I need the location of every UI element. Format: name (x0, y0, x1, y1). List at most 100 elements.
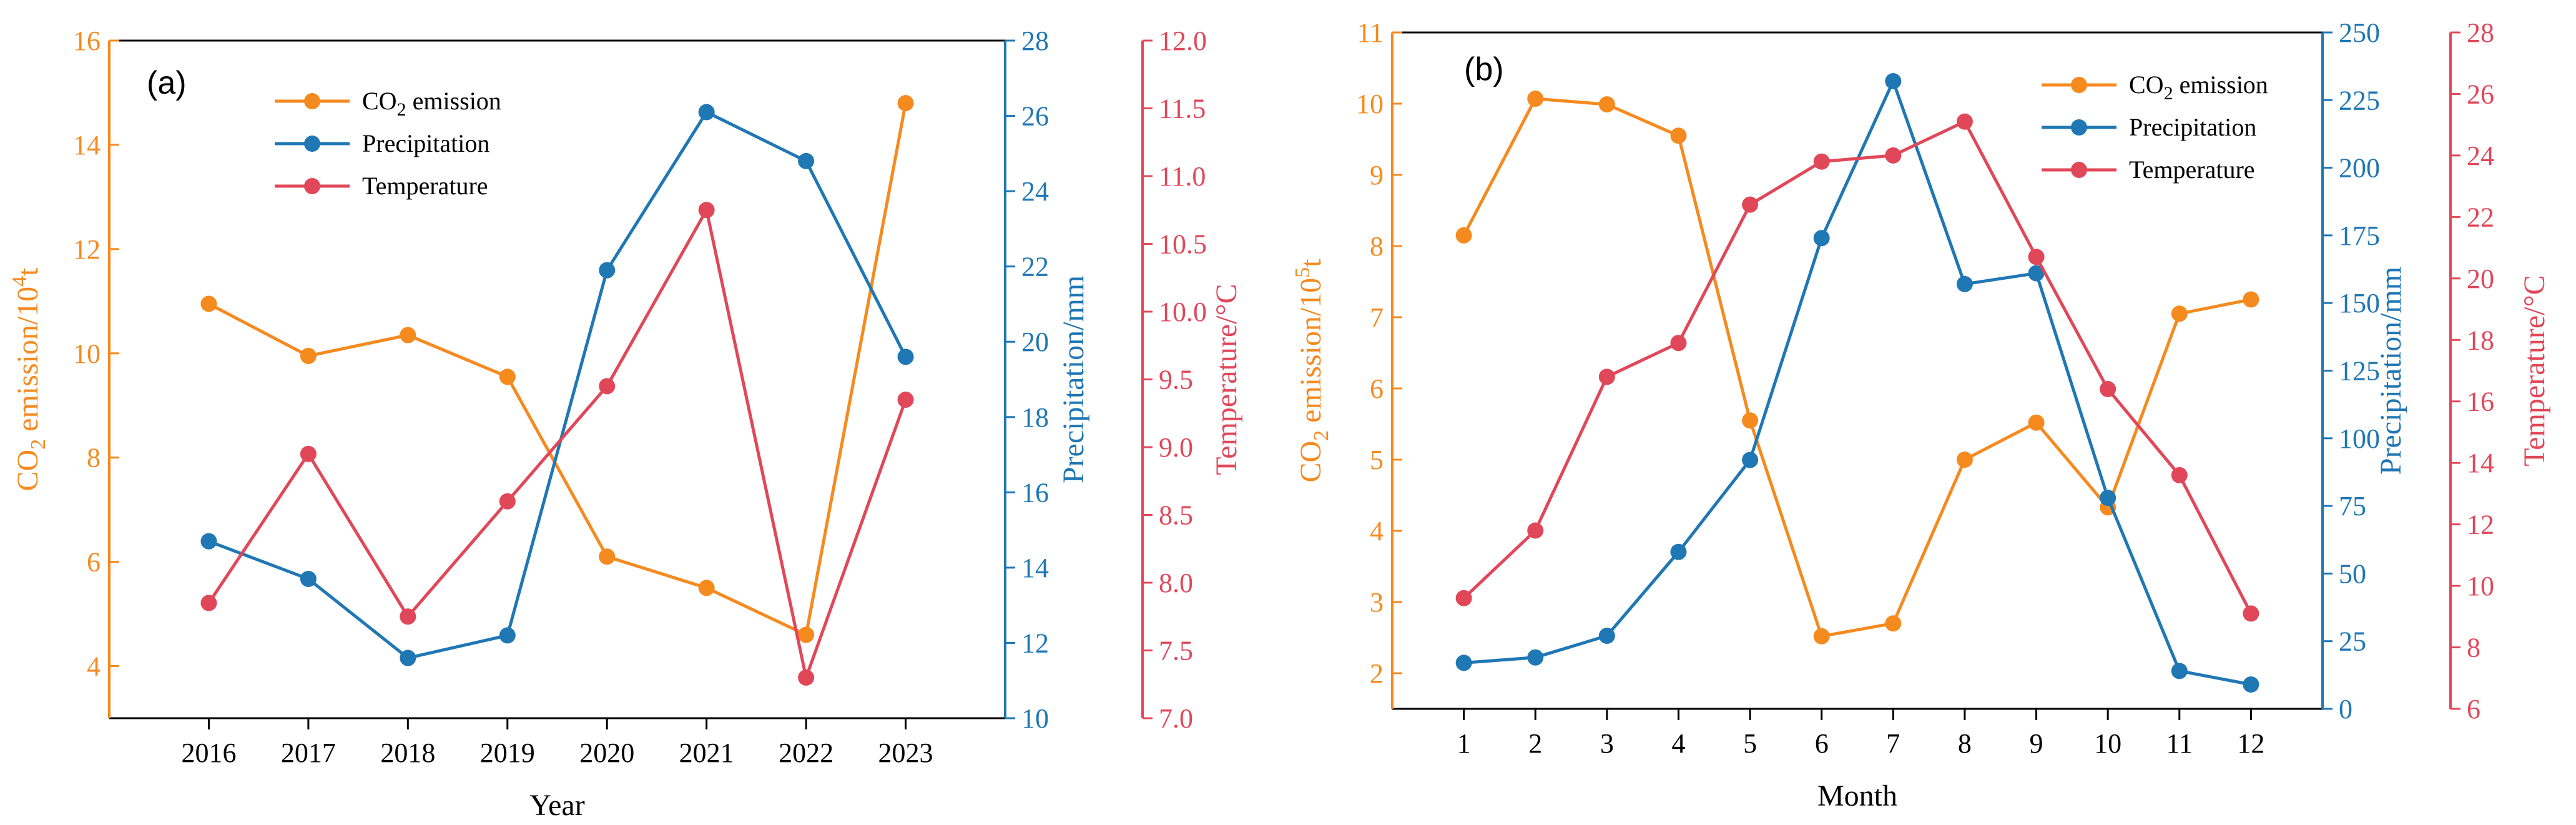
precipitation-axis-tick-label: 26 (1021, 101, 1049, 132)
co2-axis-tick-label: 16 (73, 26, 101, 56)
x-tick-label: 7 (1886, 728, 1900, 759)
temperature-point (2243, 605, 2259, 622)
temperature-axis-tick-label: 18 (2467, 325, 2494, 355)
co2-axis-tick-label: 14 (73, 130, 101, 161)
temperature-axis-tick-label: 10.5 (1159, 229, 1207, 260)
temperature-axis-tick-label: 6 (2467, 694, 2480, 724)
co2-axis-tick-label: 11 (1357, 17, 1384, 48)
x-tick-label: 3 (1600, 728, 1614, 759)
precipitation-point (1670, 543, 1687, 560)
temperature-axis-tick-label: 7.0 (1159, 703, 1193, 734)
temperature-point (2171, 467, 2188, 483)
precipitation-axis-tick-label: 175 (2339, 220, 2380, 251)
legend-label-temperature: Temperature (2129, 156, 2255, 184)
precipitation-axis-tick-label: 250 (2339, 17, 2380, 48)
co2-point (1455, 227, 1472, 244)
legend-label-co2: CO2 emission (362, 87, 501, 120)
co2-point (1956, 452, 1973, 468)
x-tick-label: 2 (1528, 728, 1542, 759)
x-tick-label: 6 (1815, 728, 1829, 759)
precipitation-point (499, 627, 516, 644)
temperature-axis-tick-label: 12 (2467, 510, 2494, 540)
legend: CO2 emission Precipitation Temperature (2042, 71, 2268, 184)
temperature-series-line (207, 208, 907, 679)
temperature-axis-title: Temperature/°C (1210, 284, 1243, 475)
precipitation-axis-tick-label: 14 (1021, 553, 1049, 583)
co2-series-line (208, 102, 908, 636)
legend-label-co2-rest: emission (406, 87, 501, 115)
legend-swatch-marker (304, 178, 320, 194)
panel-label: (a) (147, 65, 187, 101)
co2-axis-tick-label: 10 (73, 338, 101, 369)
temperature-axis-title: Temperature/°C (2518, 275, 2551, 466)
precipitation-point (1956, 275, 1973, 292)
temperature-point (1527, 522, 1544, 539)
co2-axis-tick-label: 6 (87, 547, 101, 578)
precipitation-axis-tick-label: 100 (2339, 423, 2380, 454)
precipitation-point (1885, 72, 1902, 89)
legend-label-co2-rest: emission (2173, 71, 2268, 99)
temperature-axis-tick-label: 11.0 (1159, 161, 1206, 192)
temperature-point (1455, 590, 1472, 606)
co2-point (698, 580, 715, 596)
co2-axis-tick-label: 4 (1370, 516, 1384, 546)
x-tick-label: 2020 (579, 738, 634, 768)
co2-axis-tick-label: 4 (87, 651, 101, 682)
temperature-point (698, 202, 715, 219)
x-tick-label: 2017 (281, 738, 336, 768)
precipitation-point (2243, 676, 2259, 693)
co2-axis-tick-label: 5 (1370, 445, 1384, 475)
temperature-axis-tick-label: 8.0 (1159, 568, 1193, 598)
co2-point (599, 548, 616, 565)
temperature-axis-tick-label: 9.5 (1159, 365, 1193, 395)
co2-point (1885, 615, 1902, 632)
co2-point (1527, 91, 1544, 107)
co2-series-line (1462, 97, 2251, 638)
x-tick-label: 12 (2237, 728, 2264, 759)
precipitation-point (400, 650, 416, 666)
precipitation-axis-tick-label: 16 (1021, 477, 1049, 508)
precipitation-point (897, 348, 914, 365)
precipitation-axis-tick-label: 225 (2339, 85, 2380, 116)
co2-axis-tick-label: 2 (1370, 658, 1384, 689)
precipitation-axis-title: Precipitation/mm (2374, 267, 2407, 475)
precipitation-point (1527, 649, 1544, 666)
temperature-point (2100, 381, 2116, 398)
temperature-point (599, 378, 616, 395)
co2-axis-title: CO2 emission/104t (8, 267, 50, 492)
temperature-point (1885, 147, 1902, 164)
x-tick-label: 2016 (181, 738, 236, 768)
temperature-point (1670, 335, 1687, 352)
temperature-axis-tick-label: 16 (2467, 387, 2494, 417)
precipitation-axis-tick-label: 50 (2339, 558, 2366, 589)
temperature-series-line (1462, 120, 2253, 615)
precipitation-axis-tick-label: 0 (2339, 694, 2352, 724)
temperature-axis-tick-label: 24 (2467, 141, 2494, 171)
temperature-point (499, 493, 516, 510)
temperature-point (798, 669, 815, 686)
precipitation-point (2028, 265, 2045, 282)
co2-point (499, 368, 516, 385)
co2-point (2028, 414, 2045, 431)
co2-axis-title-main: CO (1294, 441, 1327, 483)
co2-axis-title-sub: 2 (27, 439, 50, 450)
precipitation-axis-tick-label: 125 (2339, 356, 2380, 387)
legend-swatch-marker (304, 136, 320, 152)
precipitation-point (1455, 655, 1472, 671)
legend-label-co2-sub: 2 (397, 99, 406, 120)
temperature-axis-tick-label: 12.0 (1159, 26, 1207, 56)
co2-axis-title: CO2 emission/105t (1291, 259, 1333, 483)
precipitation-axis-tick-label: 200 (2339, 153, 2380, 184)
temperature-axis-tick-label: 14 (2467, 448, 2494, 478)
precipitation-axis-tick-label: 75 (2339, 491, 2366, 521)
temperature-point (1598, 368, 1615, 385)
precipitation-axis-tick-label: 150 (2339, 288, 2380, 319)
precipitation-point (1813, 230, 1830, 247)
co2-point (300, 347, 317, 364)
x-tick-label: 8 (1958, 728, 1972, 759)
legend-label-co2-main: CO (362, 87, 397, 115)
temperature-point (300, 445, 317, 462)
temperature-axis-tick-label: 10.0 (1159, 297, 1207, 327)
temperature-point (2028, 249, 2045, 265)
